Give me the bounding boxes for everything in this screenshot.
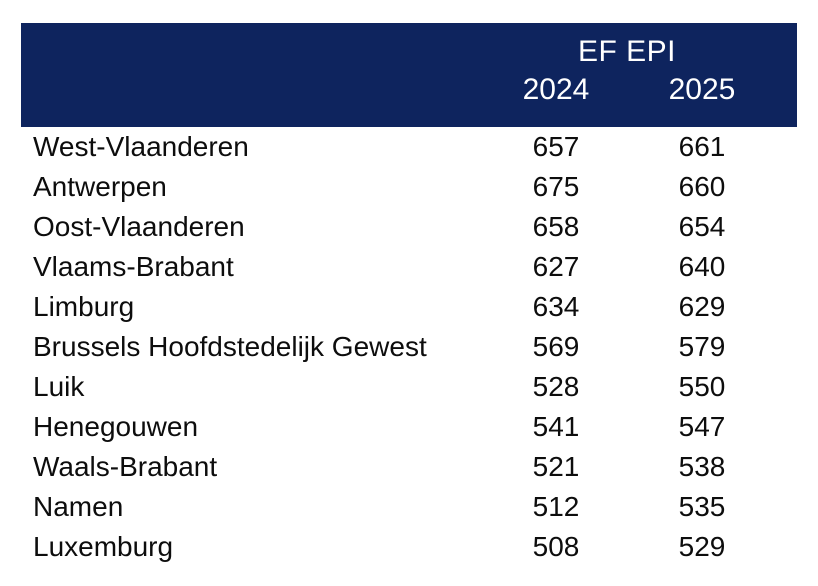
region-cell: Luik bbox=[33, 371, 85, 402]
score-2024-cell: 658 bbox=[532, 211, 580, 242]
score-2024-cell: 675 bbox=[532, 171, 580, 202]
score-2025-cell: 547 bbox=[678, 411, 726, 442]
region-cell: Luxemburg bbox=[33, 531, 174, 562]
region-cell: Limburg bbox=[33, 291, 135, 322]
table-row: Brussels Hoofdstedelijk Gewest 569 579 bbox=[21, 327, 797, 367]
score-2025-cell: 538 bbox=[678, 451, 726, 482]
score-2024-cell: 508 bbox=[532, 531, 580, 562]
table-row: Oost-Vlaanderen 658 654 bbox=[21, 207, 797, 247]
table-body: West-Vlaanderen 657 661 Antwerpen 675 66… bbox=[21, 127, 797, 567]
score-2025-cell: 640 bbox=[678, 251, 726, 282]
table-row: Henegouwen 541 547 bbox=[21, 407, 797, 447]
score-2025-cell: 661 bbox=[678, 131, 726, 162]
region-cell: Brussels Hoofdstedelijk Gewest bbox=[33, 331, 427, 362]
score-2024-cell: 657 bbox=[532, 131, 580, 162]
score-2025-cell: 550 bbox=[678, 371, 726, 402]
score-2024-cell: 541 bbox=[532, 411, 580, 442]
score-2024-cell: 512 bbox=[532, 491, 580, 522]
score-2025-cell: 660 bbox=[678, 171, 726, 202]
table-row: Namen 512 535 bbox=[21, 487, 797, 527]
table-row: Luxemburg 508 529 bbox=[21, 527, 797, 567]
header-group-row: EF EPI bbox=[21, 33, 797, 71]
region-cell: Namen bbox=[33, 491, 124, 522]
score-2024-cell: 634 bbox=[532, 291, 580, 322]
region-cell: Henegouwen bbox=[33, 411, 199, 442]
table-row: Vlaams-Brabant 627 640 bbox=[21, 247, 797, 287]
region-cell: Vlaams-Brabant bbox=[33, 251, 234, 282]
score-2025-cell: 535 bbox=[678, 491, 726, 522]
region-cell: Waals-Brabant bbox=[33, 451, 218, 482]
group-header-ef-epi: EF EPI bbox=[577, 35, 677, 68]
ef-epi-score-table: EF EPI 2024 2025 West-Vlaanderen 657 661… bbox=[21, 23, 797, 567]
table-header: EF EPI 2024 2025 bbox=[21, 23, 797, 127]
score-2025-cell: 579 bbox=[678, 331, 726, 362]
score-2024-cell: 627 bbox=[532, 251, 580, 282]
table-row: Antwerpen 675 660 bbox=[21, 167, 797, 207]
score-2025-cell: 654 bbox=[678, 211, 726, 242]
table-row: Limburg 634 629 bbox=[21, 287, 797, 327]
score-2025-cell: 629 bbox=[678, 291, 726, 322]
region-cell: West-Vlaanderen bbox=[33, 131, 249, 162]
table-row: Luik 528 550 bbox=[21, 367, 797, 407]
column-header-2025: 2025 bbox=[668, 73, 736, 106]
header-year-row: 2024 2025 bbox=[21, 71, 797, 109]
score-2024-cell: 569 bbox=[532, 331, 580, 362]
region-cell: Antwerpen bbox=[33, 171, 167, 202]
table-row: Waals-Brabant 521 538 bbox=[21, 447, 797, 487]
region-cell: Oost-Vlaanderen bbox=[33, 211, 245, 242]
score-2025-cell: 529 bbox=[678, 531, 726, 562]
table-row: West-Vlaanderen 657 661 bbox=[21, 127, 797, 167]
score-2024-cell: 528 bbox=[532, 371, 580, 402]
column-header-2024: 2024 bbox=[522, 73, 590, 106]
score-2024-cell: 521 bbox=[532, 451, 580, 482]
